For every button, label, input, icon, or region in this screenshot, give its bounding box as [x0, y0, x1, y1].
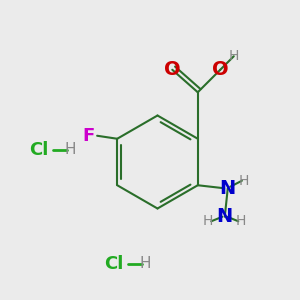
Text: H: H: [203, 214, 214, 228]
Text: O: O: [164, 60, 181, 79]
Text: H: H: [236, 214, 247, 228]
Text: N: N: [220, 179, 236, 198]
Text: H: H: [229, 49, 239, 63]
Text: Cl: Cl: [29, 141, 49, 159]
Text: H: H: [140, 256, 151, 272]
Text: Cl: Cl: [104, 255, 124, 273]
Text: F: F: [82, 127, 95, 145]
Text: H: H: [239, 174, 250, 188]
Text: H: H: [65, 142, 76, 158]
Text: O: O: [212, 60, 229, 79]
Text: N: N: [217, 207, 233, 226]
